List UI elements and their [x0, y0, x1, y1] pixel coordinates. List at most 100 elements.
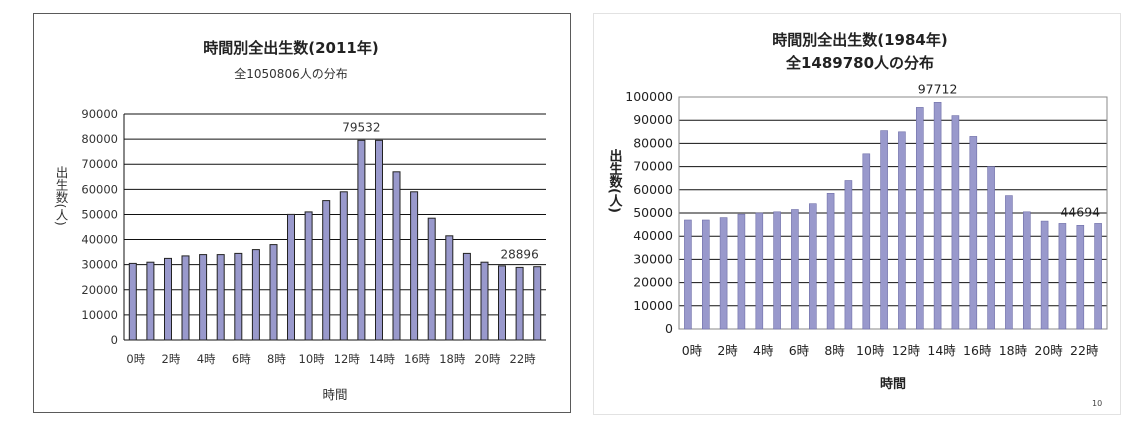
- y-tick-label: 50000: [81, 207, 118, 221]
- y-tick-label: 70000: [81, 157, 118, 171]
- y-tick-label: 100000: [625, 89, 673, 104]
- chart-subtitle: 全1489780人の分布: [785, 54, 934, 72]
- x-tick-label: 8時: [824, 343, 845, 358]
- bar: [234, 252, 243, 341]
- bar: [844, 180, 853, 330]
- y-tick-label: 20000: [81, 283, 118, 297]
- y-tick-label: 40000: [633, 228, 673, 243]
- chart-title: 時間別全出生数(1984年): [772, 31, 947, 49]
- y-tick-label: 60000: [633, 182, 673, 197]
- bar: [1022, 211, 1031, 330]
- bar: [862, 153, 871, 330]
- x-tick-label: 4時: [197, 352, 216, 366]
- y-tick-label: 50000: [633, 205, 673, 220]
- bar: [445, 235, 454, 341]
- x-tick-label: 16時: [963, 343, 992, 358]
- x-tick-label: 16時: [404, 352, 431, 366]
- bar: [1058, 223, 1067, 330]
- bar: [737, 213, 746, 330]
- bar: [755, 212, 764, 330]
- bar: [322, 200, 331, 341]
- x-tick-label: 6時: [232, 352, 251, 366]
- y-tick-label: 80000: [633, 135, 673, 150]
- y-tick-label: 30000: [633, 251, 673, 266]
- data-label: 97712: [918, 81, 958, 96]
- y-tick-label: 20000: [633, 275, 673, 290]
- y-tick-label: 30000: [81, 258, 118, 272]
- x-tick-label: 18時: [999, 343, 1028, 358]
- bar: [410, 191, 419, 341]
- y-tick-label: 0: [665, 321, 673, 336]
- bar: [1076, 225, 1085, 330]
- bar: [181, 255, 190, 341]
- bar: [251, 249, 260, 341]
- chart-1984: 10 時間別全出生数(1984年) 全1489780人の分布 0 10000 20000…: [607, 31, 1108, 408]
- y-tick-label: 90000: [81, 107, 118, 121]
- x-tick-label: 14時: [369, 352, 396, 366]
- bar: [375, 139, 383, 341]
- bar: [287, 213, 295, 341]
- y-tick-label: 40000: [81, 233, 118, 247]
- x-tick-label: 4時: [753, 343, 774, 358]
- chart-title: 時間別全出生数(2011年): [203, 39, 378, 57]
- y-tick-label: 10000: [633, 298, 673, 313]
- bar: [515, 266, 524, 341]
- bar: [427, 217, 436, 341]
- bar: [1040, 220, 1049, 330]
- bar: [791, 209, 799, 330]
- x-tick-label: 2時: [717, 343, 738, 358]
- y-tick-label: 0: [111, 333, 118, 347]
- x-tick-label: 18時: [439, 352, 466, 366]
- bar: [480, 261, 489, 341]
- bar: [339, 191, 348, 341]
- bar: [684, 219, 692, 330]
- x-tick-label: 2時: [162, 352, 181, 366]
- bar: [1094, 223, 1102, 330]
- bar: [880, 130, 888, 330]
- bar: [357, 139, 366, 341]
- x-tick-label: 22時: [1070, 343, 1099, 358]
- y-axis-label: 出生数(人): [54, 166, 69, 226]
- chart-2011-panel: 時間別全出生数(2011年) 全1050806人の分布 0 10000 20000 300…: [33, 13, 571, 413]
- x-tick-label: 10時: [299, 352, 326, 366]
- bar: [933, 102, 942, 330]
- bar: [915, 107, 924, 330]
- bar: [269, 244, 278, 341]
- bar: [702, 219, 710, 330]
- bar: [164, 257, 172, 341]
- bar: [898, 131, 906, 330]
- bar: [462, 252, 471, 341]
- y-tick-label: 60000: [81, 182, 118, 196]
- x-tick-label: 20時: [474, 352, 501, 366]
- y-tick-label: 10000: [81, 308, 118, 322]
- bar: [216, 254, 225, 341]
- bar: [128, 262, 137, 341]
- data-label: 28896: [501, 247, 539, 261]
- x-tick-label: 6時: [789, 343, 810, 358]
- x-tick-label: 8時: [267, 352, 286, 366]
- bar: [987, 166, 995, 330]
- x-tick-label: 14時: [927, 343, 956, 358]
- bar: [951, 115, 960, 330]
- chart-1984-panel: 10 時間別全出生数(1984年) 全1489780人の分布 0 10000 20000…: [593, 13, 1121, 415]
- x-axis-label: 時間: [322, 387, 347, 402]
- data-label: 79532: [342, 120, 380, 134]
- x-tick-label: 12時: [892, 343, 921, 358]
- bar: [146, 261, 155, 341]
- x-tick-label: 22時: [510, 352, 537, 366]
- plot-area: [678, 96, 1108, 330]
- x-tick-label: 0時: [126, 352, 145, 366]
- bar: [199, 254, 208, 341]
- bar: [773, 211, 781, 330]
- x-tick-label: 10時: [856, 343, 885, 358]
- bar: [809, 203, 817, 330]
- bar: [1005, 195, 1013, 330]
- chart-2011: 時間別全出生数(2011年) 全1050806人の分布 0 10000 20000 300…: [54, 39, 546, 402]
- bar: [719, 217, 728, 330]
- page-number: 10: [1092, 399, 1102, 408]
- chart-subtitle: 全1050806人の分布: [234, 66, 347, 81]
- y-axis-label: 出生数(人): [607, 148, 623, 212]
- y-tick-label: 70000: [633, 159, 673, 174]
- bar: [969, 136, 978, 330]
- bar: [533, 266, 542, 341]
